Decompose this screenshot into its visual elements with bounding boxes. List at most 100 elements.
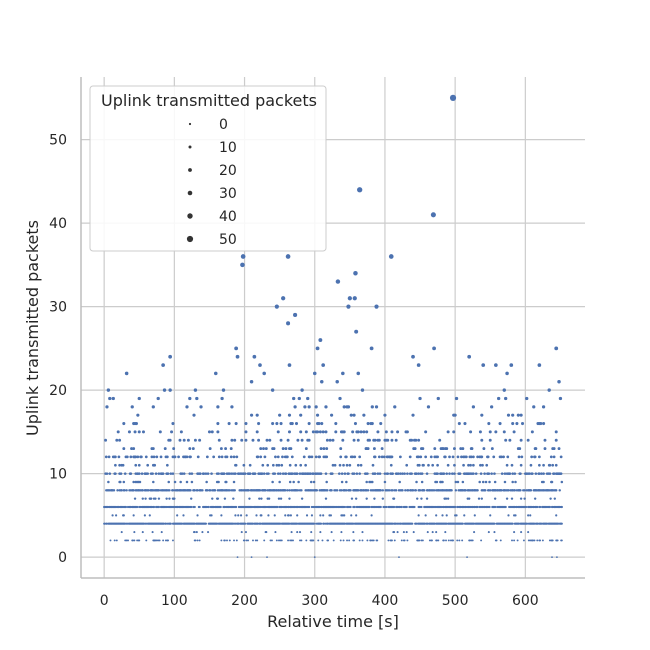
scatter-point [358,472,361,475]
scatter-point [511,522,514,525]
scatter-point [453,505,457,509]
scatter-point [251,539,254,542]
scatter-point [542,463,545,467]
scatter-point [235,455,239,459]
scatter-point [223,539,226,542]
scatter-point [356,430,360,434]
scatter-point [205,455,209,459]
scatter-point [279,421,283,426]
scatter-point [250,556,253,559]
scatter-point [511,539,513,542]
scatter-point [114,472,117,475]
scatter-point [196,539,199,542]
scatter-point [325,480,328,484]
scatter-point [517,455,521,459]
scatter-point [469,455,473,459]
scatter-point [394,438,398,442]
scatter-point [477,497,481,500]
scatter-point [318,430,322,434]
scatter-point [506,455,510,459]
scatter-point [318,455,322,459]
scatter-point [259,455,263,459]
scatter-point [392,497,396,500]
scatter-point [480,455,484,459]
scatter-point [275,421,279,426]
scatter-point [266,463,270,467]
scatter-point [431,531,434,534]
scatter-point [180,472,184,475]
scatter-point [270,539,273,542]
scatter-point [288,480,292,484]
scatter-point [340,480,344,484]
legend-label: 0 [219,117,228,133]
scatter-point [244,430,248,434]
scatter-point [542,421,546,426]
scatter-point [304,447,308,450]
scatter-point [216,405,220,409]
scatter-point [520,531,523,534]
scatter-point [503,472,507,475]
scatter-point [124,371,129,376]
scatter-point [464,489,467,492]
scatter-point [445,472,449,475]
scatter-point [414,438,418,442]
scatter-point [479,463,482,467]
scatter-point [379,505,382,509]
scatter-point [243,472,247,475]
scatter-point [193,438,197,442]
scatter-point [493,480,497,484]
scatter-point [472,455,475,459]
scatter-point [240,531,243,534]
scatter-point [125,455,129,459]
scatter-point [513,472,517,475]
scatter-point [220,455,224,459]
scatter-point [296,438,300,442]
scatter-point [432,489,436,492]
x-tick-label: 200 [231,593,258,609]
x-axis-title: Relative time [s] [267,612,399,631]
scatter-point [390,438,394,442]
scatter-point [552,447,556,450]
scatter-point [480,497,483,500]
scatter-point [157,505,161,509]
scatter-point [341,438,345,442]
scatter-point [371,539,374,542]
scatter-point [198,539,201,542]
scatter-point [244,531,247,534]
scatter-point [333,463,337,467]
scatter-point [276,472,280,475]
scatter-point [211,497,214,500]
scatter-point [551,556,553,559]
scatter-point [213,371,218,376]
scatter-point [125,539,128,542]
scatter-point [280,539,283,542]
scatter-point [195,531,198,534]
scatter-point [271,480,274,484]
scatter-point [324,405,328,409]
scatter-point [199,405,203,409]
scatter-point [179,430,183,434]
scatter-point [245,539,248,542]
scatter-point [371,463,375,467]
scatter-point [284,514,287,517]
scatter-point [342,463,345,467]
scatter-point [287,514,290,517]
scatter-point [247,539,250,542]
scatter-point [539,421,543,426]
scatter-point [315,413,320,417]
scatter-point [339,447,343,450]
scatter-point [353,539,356,542]
scatter-point [312,472,315,475]
scatter-point [356,463,360,467]
scatter-point [144,497,147,500]
scatter-point [310,531,313,534]
scatter-point [114,455,117,459]
axes [80,77,585,579]
scatter-point [137,472,141,475]
scatter-point [236,556,239,559]
scatter-point [309,472,312,475]
scatter-point [490,405,494,409]
scatter-point [322,447,326,450]
scatter-point [185,480,189,484]
